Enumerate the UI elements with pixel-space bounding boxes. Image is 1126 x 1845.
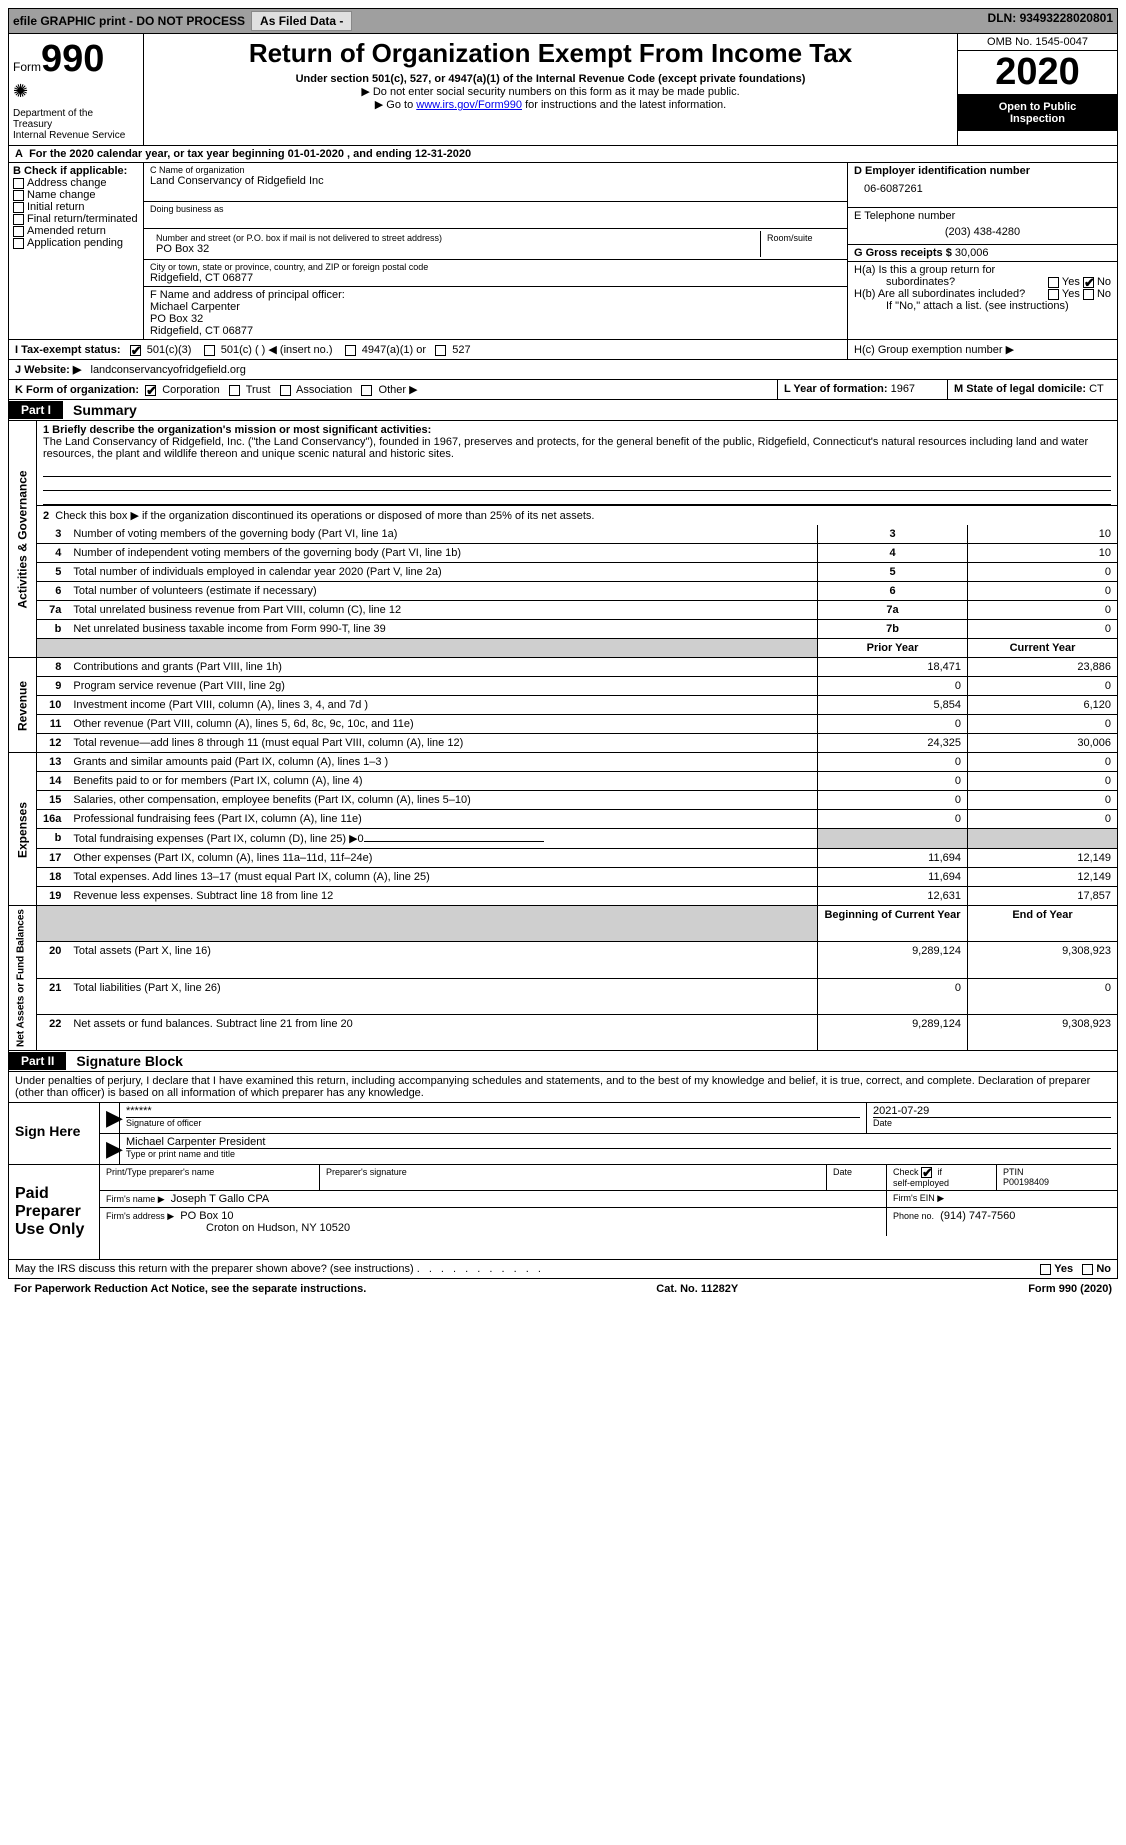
paid-preparer-block: Paid Preparer Use Only Print/Type prepar…: [8, 1165, 1118, 1260]
line5-value: 0: [968, 563, 1118, 582]
irs-discuss-no-checkbox[interactable]: [1082, 1264, 1093, 1275]
form-header: Form990 ✺ Department of the Treasury Int…: [8, 34, 1118, 146]
as-filed-button[interactable]: As Filed Data -: [251, 11, 352, 31]
org-city: Ridgefield, CT 06877: [150, 272, 841, 284]
application-pending-checkbox[interactable]: [13, 238, 24, 249]
ha-no-checkbox[interactable]: [1083, 277, 1094, 288]
line4-value: 10: [968, 544, 1118, 563]
state-domicile: CT: [1089, 383, 1104, 395]
part2-label: Part II: [9, 1052, 66, 1070]
final-return-checkbox[interactable]: [13, 214, 24, 225]
form-subtitle: Under section 501(c), 527, or 4947(a)(1)…: [154, 73, 947, 85]
section-b-checkboxes: B Check if applicable: Address change Na…: [9, 163, 144, 339]
open-public1: Open to Public: [962, 101, 1113, 113]
hb-no-checkbox[interactable]: [1083, 289, 1094, 300]
org-address: PO Box 32: [156, 243, 754, 255]
firm-addr2: Croton on Hudson, NY 10520: [106, 1222, 350, 1234]
form-label: Form: [13, 60, 41, 74]
mission-text: The Land Conservancy of Ridgefield, Inc.…: [43, 436, 1088, 460]
open-public2: Inspection: [962, 113, 1113, 125]
initial-return-checkbox[interactable]: [13, 202, 24, 213]
org-name: Land Conservancy of Ridgefield Inc: [150, 175, 841, 187]
org-info-block: B Check if applicable: Address change Na…: [8, 163, 1118, 340]
officer-addr2: Ridgefield, CT 06877: [150, 325, 841, 337]
hb-yes-checkbox[interactable]: [1048, 289, 1059, 300]
vlabel-revenue: Revenue: [9, 658, 37, 753]
efile-top-bar: efile GRAPHIC print - DO NOT PROCESS As …: [8, 8, 1118, 34]
page-footer: For Paperwork Reduction Act Notice, see …: [8, 1279, 1118, 1299]
corporation-checkbox[interactable]: [145, 385, 156, 396]
firm-phone: (914) 747-7560: [940, 1210, 1015, 1222]
vlabel-netassets: Net Assets or Fund Balances: [9, 906, 37, 1051]
self-employed-checkbox[interactable]: [921, 1167, 932, 1178]
officer-name: Michael Carpenter: [150, 301, 841, 313]
4947-checkbox[interactable]: [345, 345, 356, 356]
omb-number: OMB No. 1545-0047: [958, 34, 1117, 51]
gross-receipts: 30,006: [955, 247, 989, 259]
dept-line1: Department of the: [13, 108, 139, 119]
note2-post: for instructions and the latest informat…: [522, 99, 726, 111]
line6-value: 0: [968, 582, 1118, 601]
firm-name: Joseph T Gallo CPA: [171, 1193, 269, 1205]
form-number: 990: [41, 38, 104, 80]
527-checkbox[interactable]: [435, 345, 446, 356]
part2-title: Signature Block: [66, 1051, 193, 1071]
vlabel-activities: Activities & Governance: [9, 421, 37, 658]
officer-addr1: PO Box 32: [150, 313, 841, 325]
part1-title: Summary: [63, 400, 147, 420]
efile-label: efile GRAPHIC print - DO NOT PROCESS: [13, 14, 245, 28]
sign-here-block: Sign Here ▶ ****** Signature of officer …: [8, 1103, 1118, 1165]
irs-discuss-yes-checkbox[interactable]: [1040, 1264, 1051, 1275]
501c3-checkbox[interactable]: [130, 345, 141, 356]
amended-return-checkbox[interactable]: [13, 226, 24, 237]
dept-line2: Treasury: [13, 119, 139, 130]
sign-date: 2021-07-29: [873, 1105, 1111, 1118]
note2-pre: ▶ Go to: [375, 99, 416, 111]
vlabel-expenses: Expenses: [9, 753, 37, 906]
dln-value: 93493228020801: [1020, 11, 1113, 25]
trust-checkbox[interactable]: [229, 385, 240, 396]
form-note1: ▶ Do not enter social security numbers o…: [154, 85, 947, 98]
firm-addr1: PO Box 10: [180, 1210, 233, 1222]
officer-name-title: Michael Carpenter President: [126, 1136, 1111, 1149]
summary-table: Activities & Governance 1 Briefly descri…: [8, 421, 1118, 1051]
name-change-checkbox[interactable]: [13, 190, 24, 201]
line7a-value: 0: [968, 601, 1118, 620]
irs-link[interactable]: www.irs.gov/Form990: [416, 99, 522, 111]
address-change-checkbox[interactable]: [13, 178, 24, 189]
telephone: (203) 438-4280: [854, 222, 1111, 242]
declaration-text: Under penalties of perjury, I declare th…: [8, 1072, 1118, 1103]
501c-checkbox[interactable]: [204, 345, 215, 356]
ptin-value: P00198409: [1003, 1177, 1049, 1187]
dln-label: DLN:: [988, 11, 1017, 25]
website: landconservancyofridgefield.org: [91, 364, 246, 376]
association-checkbox[interactable]: [280, 385, 291, 396]
line3-value: 10: [968, 525, 1118, 544]
form-title: Return of Organization Exempt From Incom…: [154, 38, 947, 69]
tax-year: 2020: [958, 51, 1117, 95]
other-checkbox[interactable]: [361, 385, 372, 396]
section-a: A For the 2020 calendar year, or tax yea…: [8, 146, 1118, 163]
ha-yes-checkbox[interactable]: [1048, 277, 1059, 288]
year-formation: 1967: [891, 383, 915, 395]
dept-line3: Internal Revenue Service: [13, 130, 139, 141]
line7b-value: 0: [968, 620, 1118, 639]
part1-label: Part I: [9, 401, 63, 419]
ein-value: 06-6087261: [854, 177, 1111, 205]
